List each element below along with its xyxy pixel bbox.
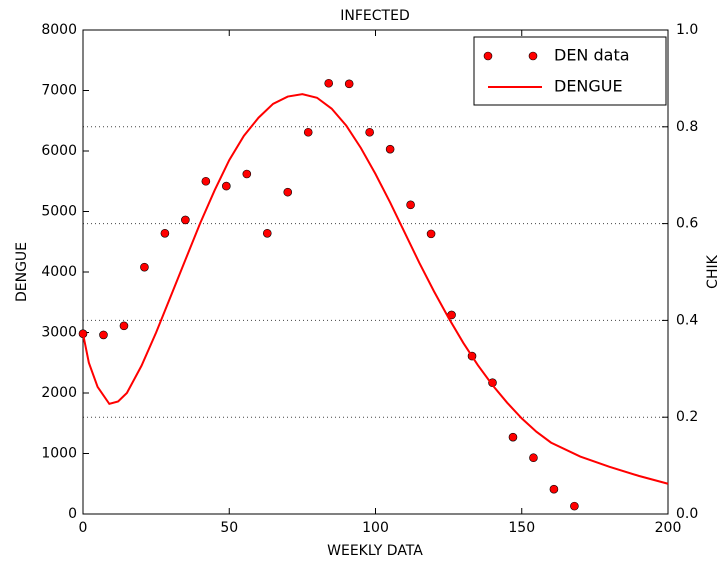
y2-tick-label: 0.6: [676, 216, 698, 232]
x-tick-label: 50: [220, 520, 238, 536]
point: [160, 228, 170, 238]
chart-title: INFECTED: [340, 8, 409, 24]
point: [406, 200, 415, 210]
legend-marker: [528, 51, 538, 61]
y-tick-label: 5000: [41, 204, 77, 220]
y2-tick-label: 0.2: [676, 409, 698, 425]
y2-axis-label: CHIK: [705, 254, 721, 288]
point: [365, 127, 374, 137]
legend-label: DEN data: [554, 46, 630, 65]
line: [82, 93, 669, 485]
point: [222, 181, 231, 191]
x-tick-label: 150: [508, 520, 535, 536]
legend-box: [473, 36, 667, 106]
point: [303, 127, 313, 137]
point: [508, 432, 518, 442]
point: [529, 453, 538, 463]
y-tick-label: 0: [68, 506, 77, 522]
point: [140, 262, 149, 272]
point: [119, 321, 129, 331]
point: [344, 79, 354, 89]
y2-tick-label: 0.0: [676, 506, 698, 522]
point: [426, 229, 436, 239]
x-tick-label: 0: [79, 520, 88, 536]
y-tick-label: 4000: [41, 264, 77, 280]
x-tick-label: 100: [362, 520, 389, 536]
point: [242, 169, 252, 179]
legend-marker: [483, 51, 493, 61]
y2-tick-label: 1.0: [676, 22, 698, 38]
y-tick-label: 7000: [41, 83, 77, 99]
point: [181, 215, 190, 225]
x-tick-label: 200: [655, 520, 682, 536]
y-tick-label: 3000: [41, 325, 77, 341]
point: [570, 501, 579, 511]
legend-label: DENGUE: [554, 77, 623, 96]
y-tick-label: 2000: [41, 385, 77, 401]
y-tick-label: 6000: [41, 143, 77, 159]
x-axis-label: WEEKLY DATA: [327, 543, 423, 559]
point: [283, 187, 293, 197]
point: [262, 228, 272, 238]
point: [549, 484, 559, 494]
y-tick-label: 8000: [41, 22, 77, 38]
y2-tick-label: 0.4: [676, 312, 698, 328]
plot-frame: [82, 29, 669, 515]
point: [324, 78, 334, 88]
y-tick-label: 1000: [41, 446, 77, 462]
point: [201, 176, 211, 186]
point: [99, 330, 108, 340]
point: [385, 144, 395, 154]
y2-tick-label: 0.8: [676, 119, 698, 135]
y-axis-label: DENGUE: [14, 242, 30, 302]
